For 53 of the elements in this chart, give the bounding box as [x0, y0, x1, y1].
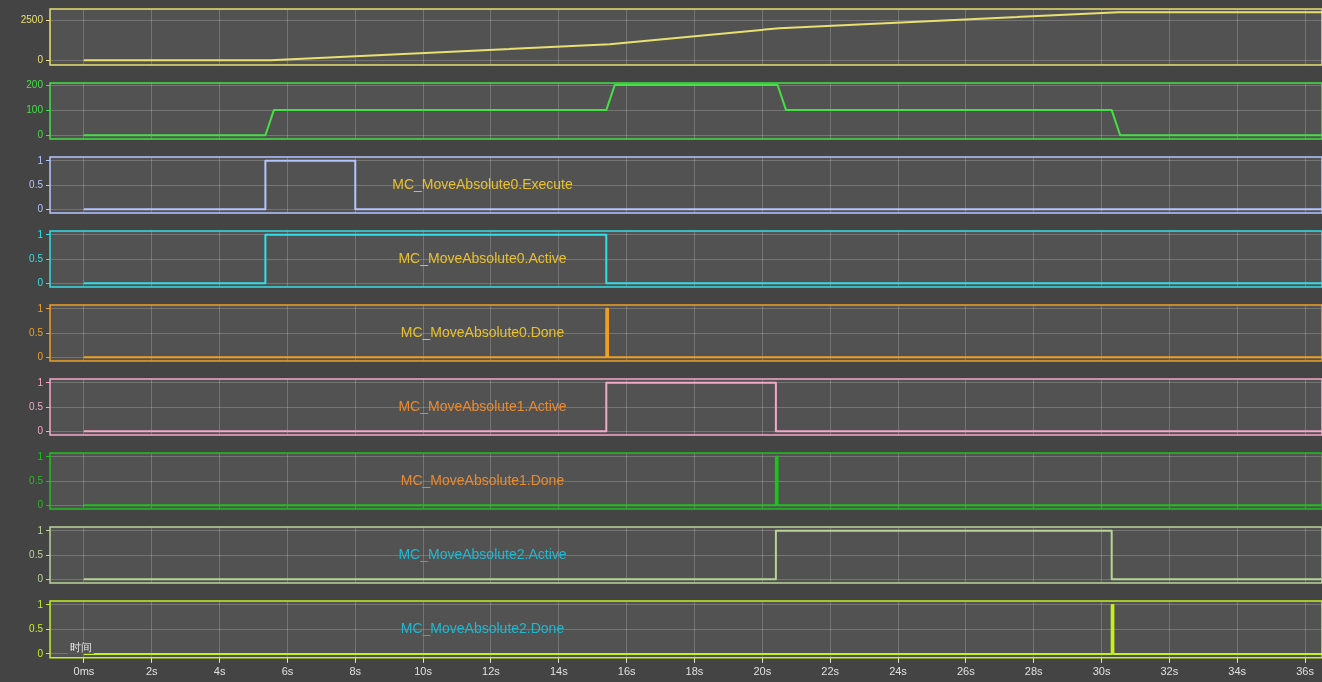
x-tick-label: 12s [482, 665, 501, 678]
x-tick-label: 14s [549, 665, 569, 678]
x-tick-label: 32s [1160, 665, 1179, 678]
x-tick-label: 36s [1296, 665, 1315, 678]
y-tick-label: 0 [37, 53, 44, 65]
y-tick-label: 0 [37, 498, 44, 510]
y-tick-label: 2500 [20, 13, 44, 25]
x-tick-label: 34s [1228, 665, 1247, 678]
y-tick-label: 0.5 [29, 548, 44, 560]
series-label: MC_MoveAbsolute0.Active [398, 249, 567, 266]
x-tick-label: 2s [145, 665, 159, 678]
x-tick-label: 16s [617, 665, 636, 678]
y-tick-label: 1 [37, 450, 44, 462]
x-tick-label: 4s [213, 665, 226, 678]
y-tick-label: 0.5 [29, 623, 44, 635]
y-tick-label: 0.5 [29, 474, 44, 486]
x-tick-label: 10s [414, 665, 433, 678]
y-tick-label: 0 [37, 424, 44, 436]
y-tick-label: 0.5 [29, 326, 44, 338]
x-tick-label: 22s [821, 665, 840, 678]
series-label: MC_MoveAbsolute0.Execute [392, 175, 573, 192]
series-label: MC_MoveAbsolute0.Done [400, 323, 565, 340]
series-label: MC_MoveAbsolute2.Active [398, 545, 567, 562]
y-tick-label: 0 [37, 647, 44, 659]
y-tick-label: 0.5 [29, 400, 44, 412]
x-tick-label: 24s [889, 665, 908, 678]
y-tick-label: 0.5 [29, 178, 44, 190]
x-tick-label: 26s [956, 665, 976, 678]
y-tick-label: 0.5 [29, 252, 44, 264]
x-axis-title: 时间 [69, 641, 92, 654]
x-tick-label: 6s [281, 665, 294, 678]
x-tick-label: 20s [753, 665, 772, 678]
series-label: MC_MoveAbsolute2.Done [400, 620, 565, 637]
y-tick-label: 0 [37, 572, 44, 584]
y-tick-label: 1 [37, 154, 44, 166]
x-tick-label: 0ms [73, 665, 95, 678]
x-tick-label: 8s [349, 665, 362, 678]
y-tick-label: 0 [37, 276, 44, 288]
y-tick-label: 0 [37, 350, 44, 362]
series-label: MC_MoveAbsolute1.Active [398, 397, 567, 414]
y-tick-label: 1 [37, 376, 44, 388]
y-tick-label: 0 [37, 202, 44, 214]
x-tick-label: 18s [685, 665, 704, 678]
x-tick-label: 30s [1092, 665, 1111, 678]
x-tick-label: 28s [1024, 665, 1044, 678]
series-label: MC_MoveAbsolute1.Done [400, 471, 565, 488]
y-tick-label: 1 [37, 598, 44, 610]
y-tick-label: 1 [37, 302, 44, 314]
y-tick-label: 0 [37, 128, 44, 140]
y-tick-label: 100 [26, 103, 44, 115]
y-tick-label: 1 [37, 524, 44, 536]
y-tick-label: 1 [37, 228, 44, 240]
y-tick-label: 200 [26, 78, 44, 90]
